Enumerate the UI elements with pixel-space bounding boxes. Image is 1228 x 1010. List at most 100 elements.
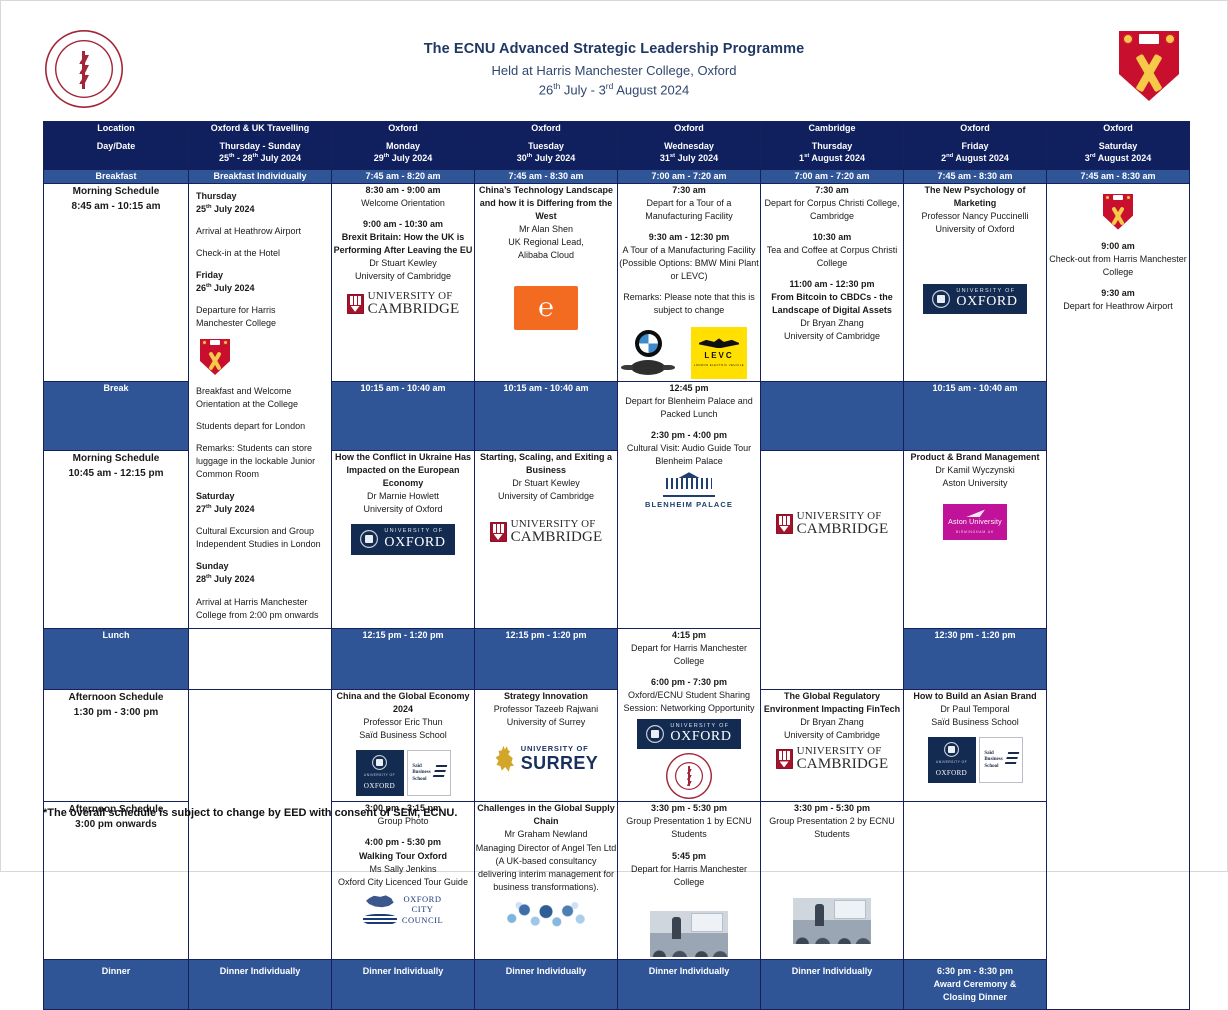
session-detail: Group Photo bbox=[377, 816, 429, 827]
oxford-seal bbox=[932, 290, 951, 308]
break-monday: 10:15 am - 10:40 am bbox=[331, 380, 475, 451]
afternoon-schedule-1-label: Afternoon Schedule 1:30 pm - 3:00 pm bbox=[43, 689, 189, 803]
table-row-break: Break 10:15 am - 10:40 am 10:15 am - 10:… bbox=[43, 380, 1190, 629]
morning-schedule-2-label: Morning Schedule 10:45 am - 12:15 pm bbox=[43, 449, 189, 629]
blenheim-wordmark: BLENHEIM PALACE bbox=[644, 499, 734, 509]
session-time: 11:00 am - 12:30 pm bbox=[789, 278, 875, 289]
date-start: 2 bbox=[941, 153, 947, 164]
ecnu-logo-icon bbox=[618, 753, 760, 800]
cambridge-wordmark: UNIVERSITY OF CAMBRIDGE bbox=[797, 510, 889, 537]
levc-wordmark: LEVC bbox=[704, 351, 734, 361]
levc-tagline: LONDON ELECTRIC VEHICLE bbox=[693, 363, 745, 367]
session-speaker: Dr Stuart Kewley bbox=[512, 477, 580, 488]
session-speaker: Professor Tazeeb Rajwani bbox=[493, 704, 599, 715]
daydate-thursday: Thursday 1st August 2024 bbox=[760, 134, 904, 171]
travel-column-spacer bbox=[188, 628, 332, 691]
occ-wordmark: OXFORD CITY COUNCIL bbox=[401, 893, 444, 925]
daydate-wednesday: Wednesday 31st July 2024 bbox=[617, 134, 761, 171]
cambridge-crest-shape bbox=[775, 513, 793, 534]
wednesday-midday-cell: 12:45 pm Depart for Blenheim Palace and … bbox=[617, 380, 761, 629]
tuesday-break-session-cell: Starting, Scaling, and Exiting a Busines… bbox=[474, 449, 618, 629]
aston-tagline: BIRMINGHAM UK bbox=[955, 529, 995, 534]
morning-2-title: Morning Schedule bbox=[72, 452, 160, 464]
travel-arrival-hmc: Arrival at Harris Manchester College fro… bbox=[196, 596, 324, 622]
daydate-travel: Thursday - Sunday 25th - 28th July 2024 bbox=[188, 134, 332, 171]
oxford-city-arms bbox=[362, 893, 397, 927]
daydate-friday: Friday 2nd August 2024 bbox=[903, 134, 1047, 171]
oxford-square-logo: UNIVERSITY OF OXFORD bbox=[355, 750, 404, 797]
university-of-surrey-logo-icon: UNIVERSITY OF SURREY bbox=[475, 745, 617, 772]
session-affiliation: University of Cambridge bbox=[783, 331, 881, 342]
daydate-monday: Monday 29th July 2024 bbox=[331, 134, 475, 171]
session-time: 9:00 am bbox=[1101, 240, 1135, 251]
bmw-roundel bbox=[634, 330, 662, 358]
cambridge-wordmark: UNIVERSITY OF CAMBRIDGE bbox=[368, 290, 460, 317]
travel-column-cell: Thursday 25th July 2024 Arrival at Heath… bbox=[188, 182, 332, 629]
location-label: Location bbox=[43, 120, 189, 136]
surrey-wordmark: UNIVERSITY OF SURREY bbox=[521, 745, 598, 772]
travel-friday-date: 26th July 2024 bbox=[196, 282, 324, 295]
session-detail: Depart for Harris Manchester College bbox=[630, 642, 748, 666]
date-start-sup: rd bbox=[1089, 153, 1096, 160]
t: Cultural Excursion and Group Independent… bbox=[196, 526, 321, 550]
said-business-school-logo: Saïd Business School bbox=[406, 750, 451, 797]
monday-afternoon-cell: China and the Global Economy 2024 Profes… bbox=[331, 689, 475, 803]
supply-chain-network-icon bbox=[475, 897, 617, 932]
afternoon-schedule-2-label: Afternoon Schedule 3:00 pm onwards bbox=[43, 801, 189, 960]
occ-mark: OXFORD CITY COUNCIL bbox=[362, 893, 444, 927]
cambridge-wordmark: UNIVERSITY OF CAMBRIDGE bbox=[511, 519, 603, 545]
travel-saturday-date: 27th July 2024 bbox=[196, 503, 324, 516]
breakfast-tuesday: 7:45 am - 8:30 am bbox=[474, 169, 618, 184]
session-detail: Check-out from Harris Manchester College bbox=[1049, 253, 1187, 277]
oxford-said-business-school-logo-icon: UNIVERSITY OF OXFORD Saïd Business School bbox=[904, 737, 1046, 784]
cambridge-crest-shape bbox=[346, 293, 364, 314]
session-title: From Bitcoin to CBDCs - the Landscape of… bbox=[771, 291, 893, 315]
t: Students depart for London bbox=[196, 421, 306, 432]
session-speaker: Mr Alan Shen bbox=[518, 223, 574, 234]
travel-group-sunday: Sunday 28th July 2024 bbox=[196, 560, 324, 586]
crest-shape bbox=[200, 338, 230, 375]
session-time: 9:30 am - 12:30 pm bbox=[648, 231, 730, 242]
sbs-mark bbox=[1002, 750, 1020, 771]
harris-manchester-college-crest-icon bbox=[1047, 193, 1189, 230]
session-detail: Welcome Orientation bbox=[361, 197, 445, 208]
afternoon-1-time: 1:30 pm - 3:00 pm bbox=[73, 707, 159, 719]
cambridge-crest-shape bbox=[775, 749, 793, 770]
university-of-cambridge-logo-icon: UNIVERSITY OF CAMBRIDGE bbox=[761, 510, 903, 537]
travel-column-lower-spacer bbox=[188, 689, 332, 960]
t: Departure for Harris Manchester College bbox=[196, 304, 277, 328]
t: Check-in at the Hotel bbox=[196, 247, 281, 258]
session-speaker: Dr Paul Temporal bbox=[940, 704, 1010, 715]
session-detail: Depart for Blenheim Palace and Packed Lu… bbox=[625, 396, 753, 420]
t: Remarks: Students can store luggage in t… bbox=[196, 443, 316, 480]
date-start-sup: nd bbox=[946, 153, 954, 160]
sup: th bbox=[206, 203, 212, 210]
session-title: The New Psychology of Marketing bbox=[924, 184, 1026, 208]
ecnu-tree bbox=[681, 766, 697, 787]
university-of-oxford-logo-icon: UNIVERSITY OF OXFORD bbox=[618, 718, 760, 750]
location-monday: Oxford bbox=[331, 120, 475, 136]
session-detail: Tea and Coffee at Corpus Christi College bbox=[766, 244, 898, 268]
location-thursday: Cambridge bbox=[760, 120, 904, 136]
oxford-line2: OXFORD bbox=[363, 782, 396, 791]
sup: th bbox=[206, 574, 212, 581]
ecnu-mark bbox=[666, 753, 712, 800]
date-range-end-sup: rd bbox=[605, 81, 614, 91]
daydate-saturday: Saturday 3rd August 2024 bbox=[1046, 134, 1190, 171]
breakfast-travel: Breakfast Individually bbox=[188, 169, 332, 184]
surrey-line2: SURREY bbox=[520, 752, 599, 773]
date-end: July 2024 bbox=[258, 153, 302, 164]
day-name: Friday bbox=[961, 141, 989, 152]
oxford-wordmark: UNIVERSITY OF OXFORD bbox=[956, 288, 1018, 310]
session-detail: Cultural Visit: Audio Guide Tour Blenhei… bbox=[626, 443, 752, 467]
oxford-line2: OXFORD bbox=[956, 294, 1018, 310]
date-start-sup: st bbox=[804, 153, 810, 160]
session-speaker: Dr Bryan Zhang bbox=[800, 717, 864, 728]
travel-cultural-excursion: Cultural Excursion and Group Independent… bbox=[196, 525, 324, 551]
sup: th bbox=[206, 504, 212, 511]
afternoon-2-title: Afternoon Schedule bbox=[68, 804, 164, 816]
lunch-thursday: 12:30 pm - 1:20 pm bbox=[903, 627, 1047, 691]
aston-triangle bbox=[965, 509, 985, 518]
oxford-line2: OXFORD bbox=[670, 729, 732, 745]
session-affiliation: University of Oxford bbox=[935, 223, 1015, 234]
